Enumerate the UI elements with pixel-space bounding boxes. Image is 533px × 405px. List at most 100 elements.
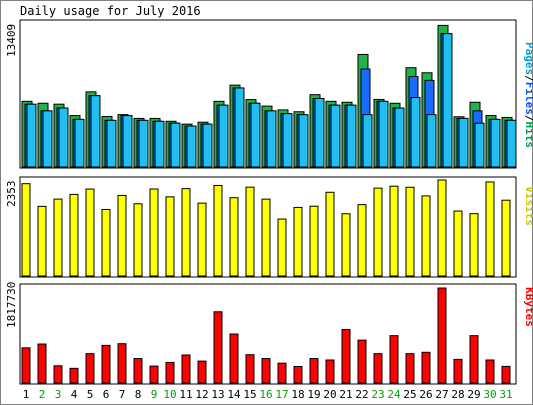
kbytes-bar	[261, 358, 271, 384]
visits-bar	[117, 194, 127, 277]
kbytes-bar	[437, 287, 447, 384]
day-label: 6	[103, 388, 110, 401]
visits-bar	[325, 191, 335, 277]
legend-hits-files-pages: Pages/Files/Hits	[523, 42, 533, 148]
kbytes-bar	[453, 358, 463, 384]
kbytes-bar	[293, 365, 303, 384]
kbytes-bar	[197, 360, 207, 384]
pages-bar	[26, 103, 37, 168]
day-label: 19	[307, 388, 320, 401]
visits-bar	[373, 187, 383, 277]
pages-bar	[490, 118, 501, 168]
kbytes-bar	[485, 359, 495, 384]
kbytes-bar	[277, 362, 287, 384]
pages-bar	[298, 114, 309, 168]
day-label: 2	[39, 388, 46, 401]
pages-bar	[218, 104, 229, 168]
day-label: 21	[339, 388, 352, 401]
kbytes-bar	[149, 365, 159, 384]
kbytes-bar	[133, 358, 143, 384]
svg-text:Pages/Files/Hits: Pages/Files/Hits	[523, 42, 533, 148]
day-label: 28	[451, 388, 464, 401]
visits-bar	[245, 186, 255, 277]
pages-bar	[362, 114, 373, 168]
ymax-label-kbytes: 1817730	[5, 282, 18, 328]
visits-bars	[21, 179, 511, 277]
day-label: 4	[71, 388, 78, 401]
visits-bar	[85, 188, 95, 277]
visits-bar	[181, 188, 191, 277]
day-label: 18	[291, 388, 304, 401]
visits-bar	[229, 197, 239, 277]
kbytes-bar	[373, 353, 383, 384]
day-label: 10	[163, 388, 176, 401]
visits-bar	[37, 205, 47, 277]
day-label: 12	[195, 388, 208, 401]
day-label: 30	[483, 388, 496, 401]
day-label: 22	[355, 388, 368, 401]
visits-bar	[277, 218, 287, 277]
legend-visits: Visits	[523, 186, 533, 226]
day-label: 14	[227, 388, 241, 401]
kbytes-bar	[245, 354, 255, 384]
pages-bar	[186, 125, 197, 168]
visits-bar	[421, 195, 431, 277]
kbytes-bars	[21, 287, 511, 384]
kbytes-bar	[357, 339, 367, 384]
visits-bar	[293, 206, 303, 277]
visits-bar	[53, 198, 63, 277]
pages-bar	[266, 110, 277, 168]
day-label: 16	[259, 388, 272, 401]
pages-bar	[202, 123, 213, 168]
pages-bar	[346, 104, 357, 168]
visits-bar	[213, 184, 223, 277]
kbytes-bar	[85, 353, 95, 384]
day-label: 8	[135, 388, 142, 401]
legend-hits: Hits	[523, 122, 533, 149]
hits-files-pages-bars	[21, 24, 517, 168]
pages-bar	[378, 100, 389, 168]
kbytes-bar	[213, 311, 223, 384]
pages-bar	[394, 107, 405, 168]
legend-sep-2: /	[523, 115, 533, 122]
pages-bar	[234, 87, 245, 168]
visits-bar	[21, 183, 31, 277]
pages-bar	[74, 118, 85, 168]
day-label: 13	[211, 388, 224, 401]
day-label: 11	[179, 388, 192, 401]
pages-bar	[282, 113, 293, 168]
visits-bar	[261, 198, 271, 277]
kbytes-bar	[53, 365, 63, 384]
pages-bar	[250, 102, 261, 168]
kbytes-bar	[389, 335, 399, 384]
pages-bar	[314, 97, 325, 168]
pages-bar	[90, 95, 101, 168]
legend-files: Files	[523, 82, 533, 115]
pages-bar	[106, 119, 117, 168]
pages-bar	[122, 115, 133, 168]
visits-bar	[469, 213, 479, 277]
pages-bar	[442, 33, 453, 168]
day-label: 25	[403, 388, 416, 401]
visits-bar	[165, 196, 175, 277]
day-label: 26	[419, 388, 432, 401]
ymax-label-visits: 2353	[5, 181, 18, 208]
pages-bar	[138, 119, 149, 168]
visits-bar	[341, 213, 351, 277]
visits-bar	[453, 210, 463, 277]
visits-bar	[437, 179, 447, 277]
kbytes-bar	[181, 354, 191, 384]
panel-visits: 2353 Visits	[5, 176, 533, 278]
kbytes-bar	[421, 351, 431, 384]
kbytes-bar	[325, 359, 335, 384]
kbytes-bar	[165, 361, 175, 384]
kbytes-bar	[341, 328, 351, 384]
legend-pages: Pages	[523, 42, 533, 75]
day-label: 31	[499, 388, 512, 401]
visits-bar	[149, 188, 159, 277]
pages-bar	[410, 97, 421, 168]
legend-kbytes: KBytes	[523, 287, 533, 327]
ymax-label-hits: 13409	[5, 24, 18, 57]
visits-bar	[101, 208, 111, 277]
